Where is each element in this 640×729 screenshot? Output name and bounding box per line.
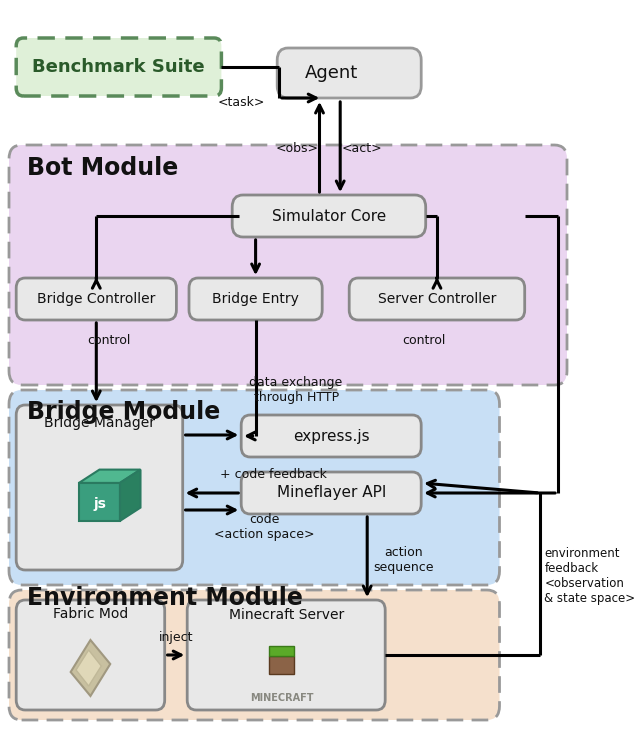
Text: Minecraft Server: Minecraft Server (228, 608, 344, 622)
Text: <act>: <act> (342, 141, 382, 155)
Text: Mineflayer API: Mineflayer API (276, 486, 386, 501)
Polygon shape (79, 483, 120, 521)
FancyBboxPatch shape (241, 472, 421, 514)
Text: code
<action space>: code <action space> (214, 513, 315, 541)
Text: Bridge Controller: Bridge Controller (37, 292, 156, 306)
Text: <obs>: <obs> (275, 141, 319, 155)
FancyBboxPatch shape (241, 415, 421, 457)
FancyBboxPatch shape (16, 600, 164, 710)
Text: Server Controller: Server Controller (378, 292, 496, 306)
Text: Benchmark Suite: Benchmark Suite (33, 58, 205, 76)
FancyBboxPatch shape (16, 278, 177, 320)
Text: data exchange
through HTTP: data exchange through HTTP (250, 376, 343, 404)
Polygon shape (120, 469, 141, 521)
FancyBboxPatch shape (16, 38, 221, 96)
Text: inject: inject (159, 631, 193, 644)
Polygon shape (70, 640, 110, 696)
Text: control: control (403, 333, 446, 346)
FancyBboxPatch shape (189, 278, 322, 320)
Text: Agent: Agent (305, 64, 358, 82)
Text: Bridge Entry: Bridge Entry (212, 292, 299, 306)
Polygon shape (79, 469, 141, 483)
Text: Bridge Module: Bridge Module (27, 400, 220, 424)
FancyBboxPatch shape (9, 590, 499, 720)
Text: Fabric Mod: Fabric Mod (53, 607, 128, 621)
Text: js: js (93, 496, 106, 511)
Text: express.js: express.js (293, 429, 369, 443)
Text: Bot Module: Bot Module (27, 156, 179, 180)
Text: <task>: <task> (218, 95, 265, 109)
Bar (269, 656, 294, 674)
Text: Environment Module: Environment Module (27, 586, 303, 610)
Text: Bridge Manager: Bridge Manager (44, 416, 155, 430)
FancyBboxPatch shape (9, 145, 567, 385)
Polygon shape (76, 650, 101, 686)
FancyBboxPatch shape (16, 405, 182, 570)
FancyBboxPatch shape (9, 390, 499, 585)
FancyBboxPatch shape (232, 195, 426, 237)
Text: Simulator Core: Simulator Core (272, 208, 386, 224)
Text: environment
feedback
<observation
& state space>: environment feedback <observation & stat… (545, 547, 636, 605)
FancyBboxPatch shape (349, 278, 525, 320)
FancyBboxPatch shape (277, 48, 421, 98)
Text: control: control (87, 333, 131, 346)
Bar (269, 646, 294, 656)
Text: MINECRAFT: MINECRAFT (250, 693, 314, 703)
Text: + code feedback: + code feedback (220, 469, 327, 481)
FancyBboxPatch shape (188, 600, 385, 710)
Text: action
sequence: action sequence (373, 546, 433, 574)
